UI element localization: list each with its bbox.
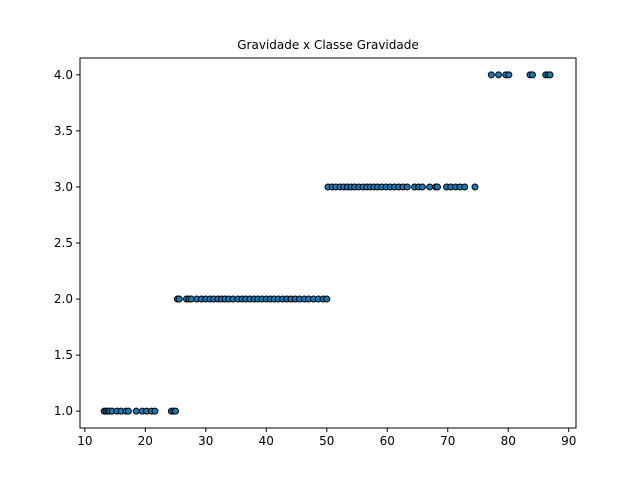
data-point (323, 295, 331, 303)
data-point (426, 183, 434, 191)
data-point (433, 183, 441, 191)
data-point (403, 183, 411, 191)
x-tick-label: 50 (319, 434, 334, 448)
data-point (546, 71, 554, 79)
data-point (418, 183, 426, 191)
x-tick-label: 80 (501, 434, 516, 448)
x-tick-label: 40 (259, 434, 274, 448)
chart-title: Gravidade x Classe Gravidade (237, 38, 418, 52)
data-point (505, 71, 513, 79)
data-point (172, 407, 180, 415)
data-point (151, 407, 159, 415)
data-point (528, 71, 536, 79)
x-tick-label: 20 (138, 434, 153, 448)
data-point (124, 407, 132, 415)
y-tick-label: 1.0 (54, 404, 73, 418)
y-tick-label: 1.5 (54, 348, 73, 362)
x-tick-label: 30 (198, 434, 213, 448)
y-tick-label: 3.5 (54, 124, 73, 138)
data-point (471, 183, 479, 191)
x-tick-label: 70 (440, 434, 455, 448)
y-axis: 1.0 1.5 2.0 2.5 3.0 3.5 4.0 (54, 68, 80, 418)
y-tick-label: 2.0 (54, 292, 73, 306)
data-point (487, 71, 495, 79)
x-tick-label: 90 (561, 434, 576, 448)
data-point (461, 183, 469, 191)
x-tick-label: 10 (77, 434, 92, 448)
data-point (132, 407, 140, 415)
plot-area-frame (79, 57, 577, 429)
y-tick-label: 3.0 (54, 180, 73, 194)
data-points (100, 71, 554, 415)
data-point (495, 71, 503, 79)
data-point (175, 295, 183, 303)
x-axis: 10 20 30 40 50 60 70 80 90 (77, 428, 576, 448)
y-tick-label: 2.5 (54, 236, 73, 250)
x-tick-label: 60 (380, 434, 395, 448)
y-tick-label: 4.0 (54, 68, 73, 82)
